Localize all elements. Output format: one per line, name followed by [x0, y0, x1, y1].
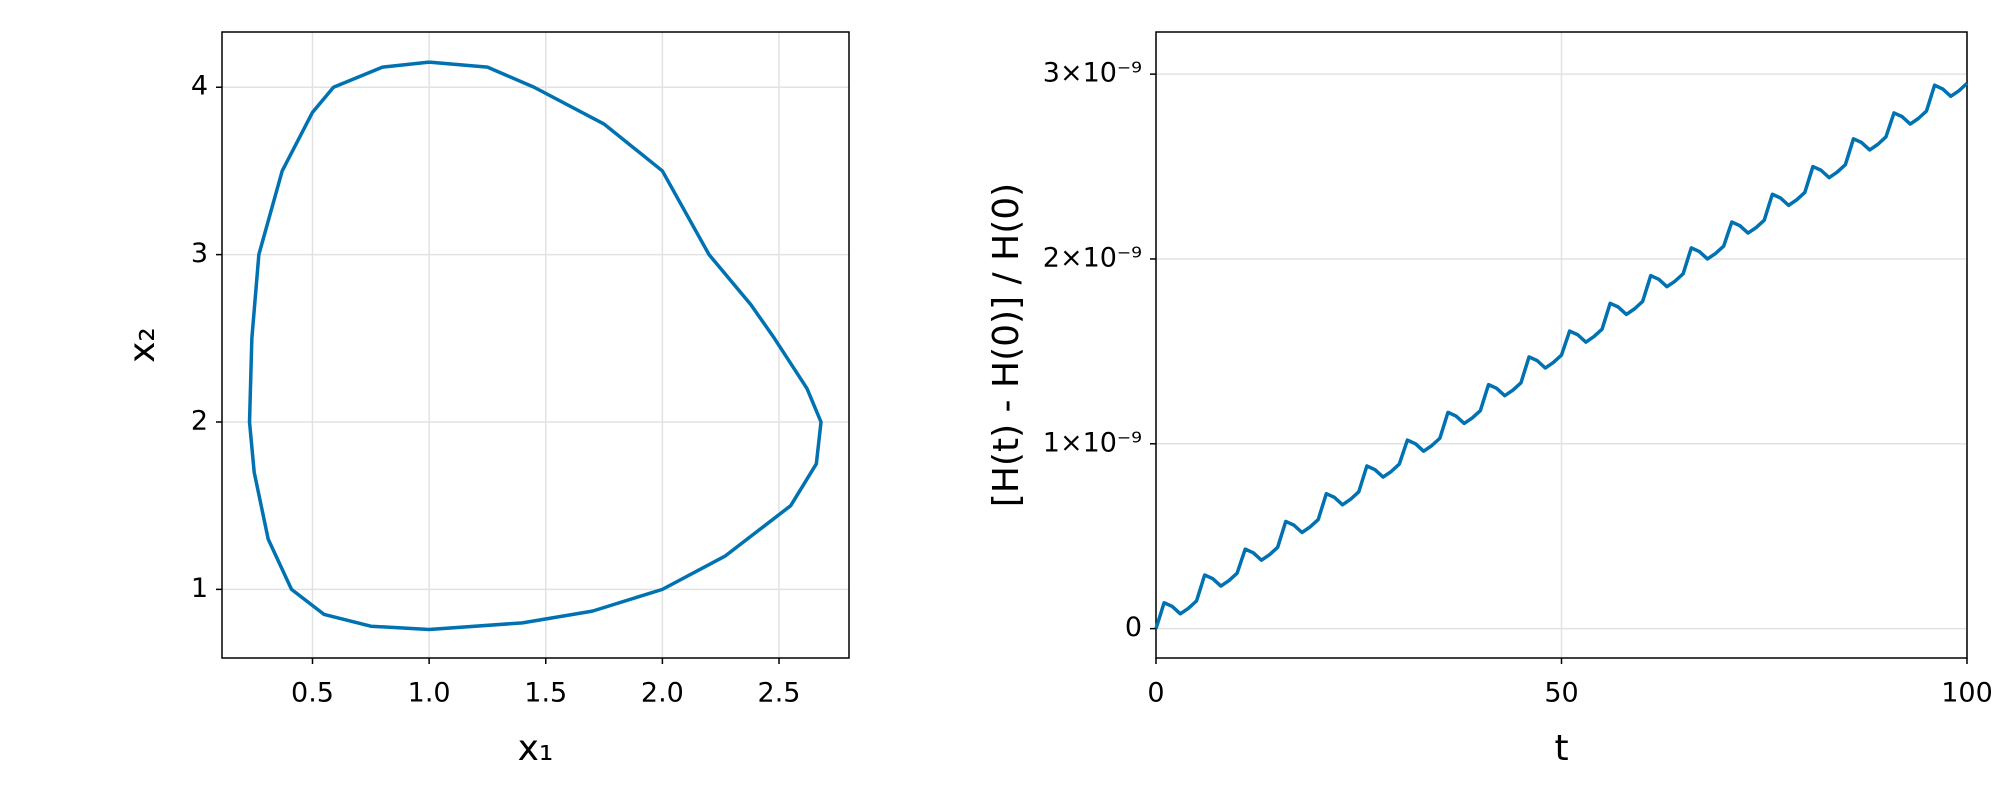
- y-tick-label: 1: [191, 573, 208, 604]
- plot-frame: [1155, 31, 1968, 659]
- data-line: [1154, 82, 1969, 630]
- x-axis-label: x₁: [518, 728, 554, 769]
- data-line: [247, 60, 823, 632]
- y-tick-label: 4: [191, 71, 208, 102]
- x-tick-label: 0: [1147, 678, 1164, 709]
- y-tick-label: 2: [191, 405, 208, 436]
- y-tick-label: 2×10⁻⁹: [1043, 242, 1142, 273]
- x-tick-label: 100: [1941, 678, 1993, 709]
- panel: 0.5 1.0 1.5 2.0 2.5 1 2 3 4 x₁ x₂: [122, 31, 850, 769]
- x-tick-label: 2.0: [641, 678, 684, 709]
- panel: 0 50 100 0 1×10⁻⁹ 2×10⁻⁹ 3×10⁻⁹ t [H(t) - H(0)] …: [986, 31, 1993, 769]
- y-axis-label: x₂: [122, 327, 163, 363]
- x-tick-label: 2.5: [758, 678, 801, 709]
- x-tick-label: 0.5: [291, 678, 334, 709]
- y-axis-label: [H(t) - H(0)] / H(0): [986, 183, 1027, 507]
- y-tick-label: 0: [1125, 612, 1142, 643]
- x-tick-label: 1.0: [408, 678, 451, 709]
- x-tick-label: 50: [1544, 678, 1578, 709]
- y-tick-label: 3×10⁻⁹: [1043, 58, 1142, 89]
- y-tick-label: 1×10⁻⁹: [1043, 427, 1142, 458]
- plot-frame: [221, 31, 850, 659]
- x-tick-label: 1.5: [524, 678, 567, 709]
- y-tick-label: 3: [191, 238, 208, 269]
- x-axis-label: t: [1554, 728, 1568, 769]
